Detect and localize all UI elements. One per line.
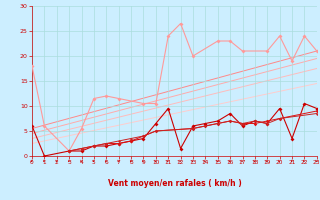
X-axis label: Vent moyen/en rafales ( km/h ): Vent moyen/en rafales ( km/h ) — [108, 179, 241, 188]
